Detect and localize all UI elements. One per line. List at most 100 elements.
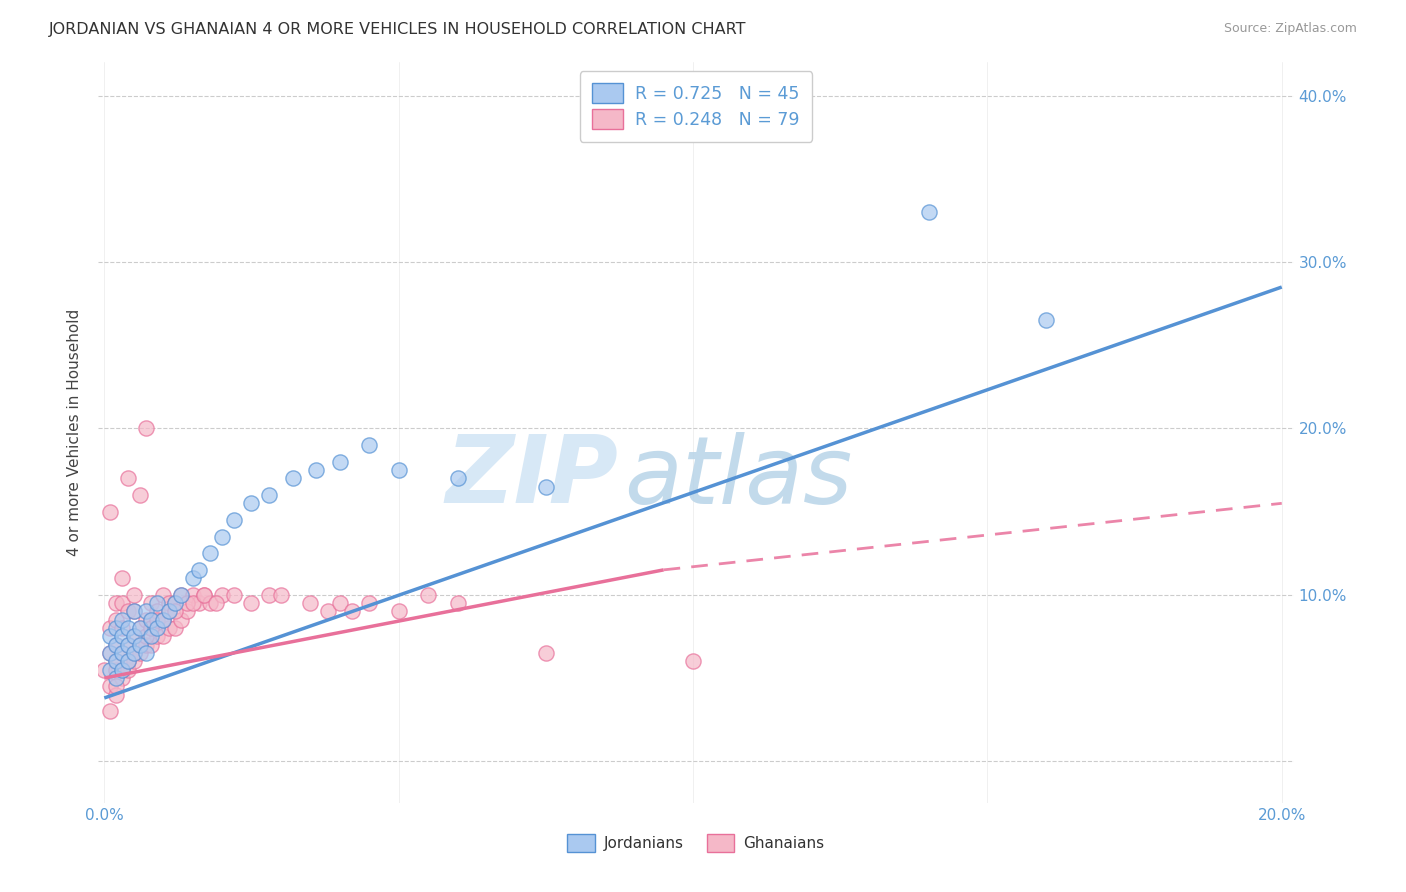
- Point: [117, 471, 139, 485]
- Point: [152, 613, 174, 627]
- Point: [446, 471, 468, 485]
- Point: [141, 629, 163, 643]
- Point: [122, 646, 145, 660]
- Point: [134, 646, 156, 660]
- Y-axis label: 4 or more Vehicles in Household: 4 or more Vehicles in Household: [67, 309, 83, 557]
- Point: [93, 663, 115, 677]
- Point: [128, 646, 150, 660]
- Point: [98, 704, 121, 718]
- Point: [98, 663, 121, 677]
- Point: [211, 530, 233, 544]
- Point: [128, 488, 150, 502]
- Point: [200, 596, 222, 610]
- Point: [117, 621, 139, 635]
- Text: atlas: atlas: [624, 432, 852, 523]
- Point: [105, 621, 128, 635]
- Point: [170, 588, 193, 602]
- Point: [222, 588, 245, 602]
- Point: [111, 621, 134, 635]
- Point: [152, 629, 174, 643]
- Point: [163, 605, 186, 619]
- Point: [157, 605, 180, 619]
- Point: [359, 596, 381, 610]
- Point: [134, 613, 156, 627]
- Point: [117, 638, 139, 652]
- Point: [388, 605, 411, 619]
- Point: [257, 588, 280, 602]
- Point: [157, 605, 180, 619]
- Point: [117, 654, 139, 668]
- Point: [446, 596, 468, 610]
- Point: [359, 438, 381, 452]
- Text: Source: ZipAtlas.com: Source: ZipAtlas.com: [1223, 22, 1357, 36]
- Point: [105, 671, 128, 685]
- Point: [270, 588, 292, 602]
- Point: [134, 605, 156, 619]
- Point: [257, 488, 280, 502]
- Point: [111, 613, 134, 627]
- Point: [534, 480, 557, 494]
- Point: [193, 588, 215, 602]
- Point: [157, 596, 180, 610]
- Point: [128, 621, 150, 635]
- Point: [340, 605, 363, 619]
- Point: [170, 613, 193, 627]
- Point: [122, 605, 145, 619]
- Point: [141, 613, 163, 627]
- Point: [240, 496, 263, 510]
- Point: [163, 596, 186, 610]
- Point: [163, 596, 186, 610]
- Text: ZIP: ZIP: [446, 431, 619, 523]
- Point: [128, 638, 150, 652]
- Point: [146, 605, 169, 619]
- Point: [170, 588, 193, 602]
- Point: [134, 638, 156, 652]
- Point: [316, 605, 339, 619]
- Point: [146, 629, 169, 643]
- Point: [416, 588, 439, 602]
- Point: [105, 638, 128, 652]
- Point: [917, 205, 939, 219]
- Point: [134, 629, 156, 643]
- Point: [98, 621, 121, 635]
- Point: [534, 646, 557, 660]
- Point: [193, 588, 215, 602]
- Point: [176, 596, 198, 610]
- Point: [146, 621, 169, 635]
- Point: [181, 588, 204, 602]
- Point: [181, 596, 204, 610]
- Point: [98, 505, 121, 519]
- Point: [222, 513, 245, 527]
- Point: [141, 613, 163, 627]
- Point: [105, 654, 128, 668]
- Point: [105, 663, 128, 677]
- Point: [388, 463, 411, 477]
- Legend: Jordanians, Ghanaians: Jordanians, Ghanaians: [561, 829, 831, 858]
- Point: [152, 588, 174, 602]
- Point: [187, 563, 209, 577]
- Point: [329, 455, 352, 469]
- Point: [111, 663, 134, 677]
- Point: [141, 596, 163, 610]
- Point: [240, 596, 263, 610]
- Point: [111, 571, 134, 585]
- Point: [163, 621, 186, 635]
- Point: [141, 621, 163, 635]
- Point: [117, 638, 139, 652]
- Point: [105, 654, 128, 668]
- Point: [305, 463, 328, 477]
- Text: JORDANIAN VS GHANAIAN 4 OR MORE VEHICLES IN HOUSEHOLD CORRELATION CHART: JORDANIAN VS GHANAIAN 4 OR MORE VEHICLES…: [49, 22, 747, 37]
- Point: [111, 596, 134, 610]
- Point: [134, 421, 156, 435]
- Point: [122, 588, 145, 602]
- Point: [205, 596, 228, 610]
- Point: [329, 596, 352, 610]
- Point: [98, 679, 121, 693]
- Point: [105, 679, 128, 693]
- Point: [122, 646, 145, 660]
- Point: [117, 654, 139, 668]
- Point: [111, 629, 134, 643]
- Point: [146, 596, 169, 610]
- Point: [128, 621, 150, 635]
- Point: [122, 629, 145, 643]
